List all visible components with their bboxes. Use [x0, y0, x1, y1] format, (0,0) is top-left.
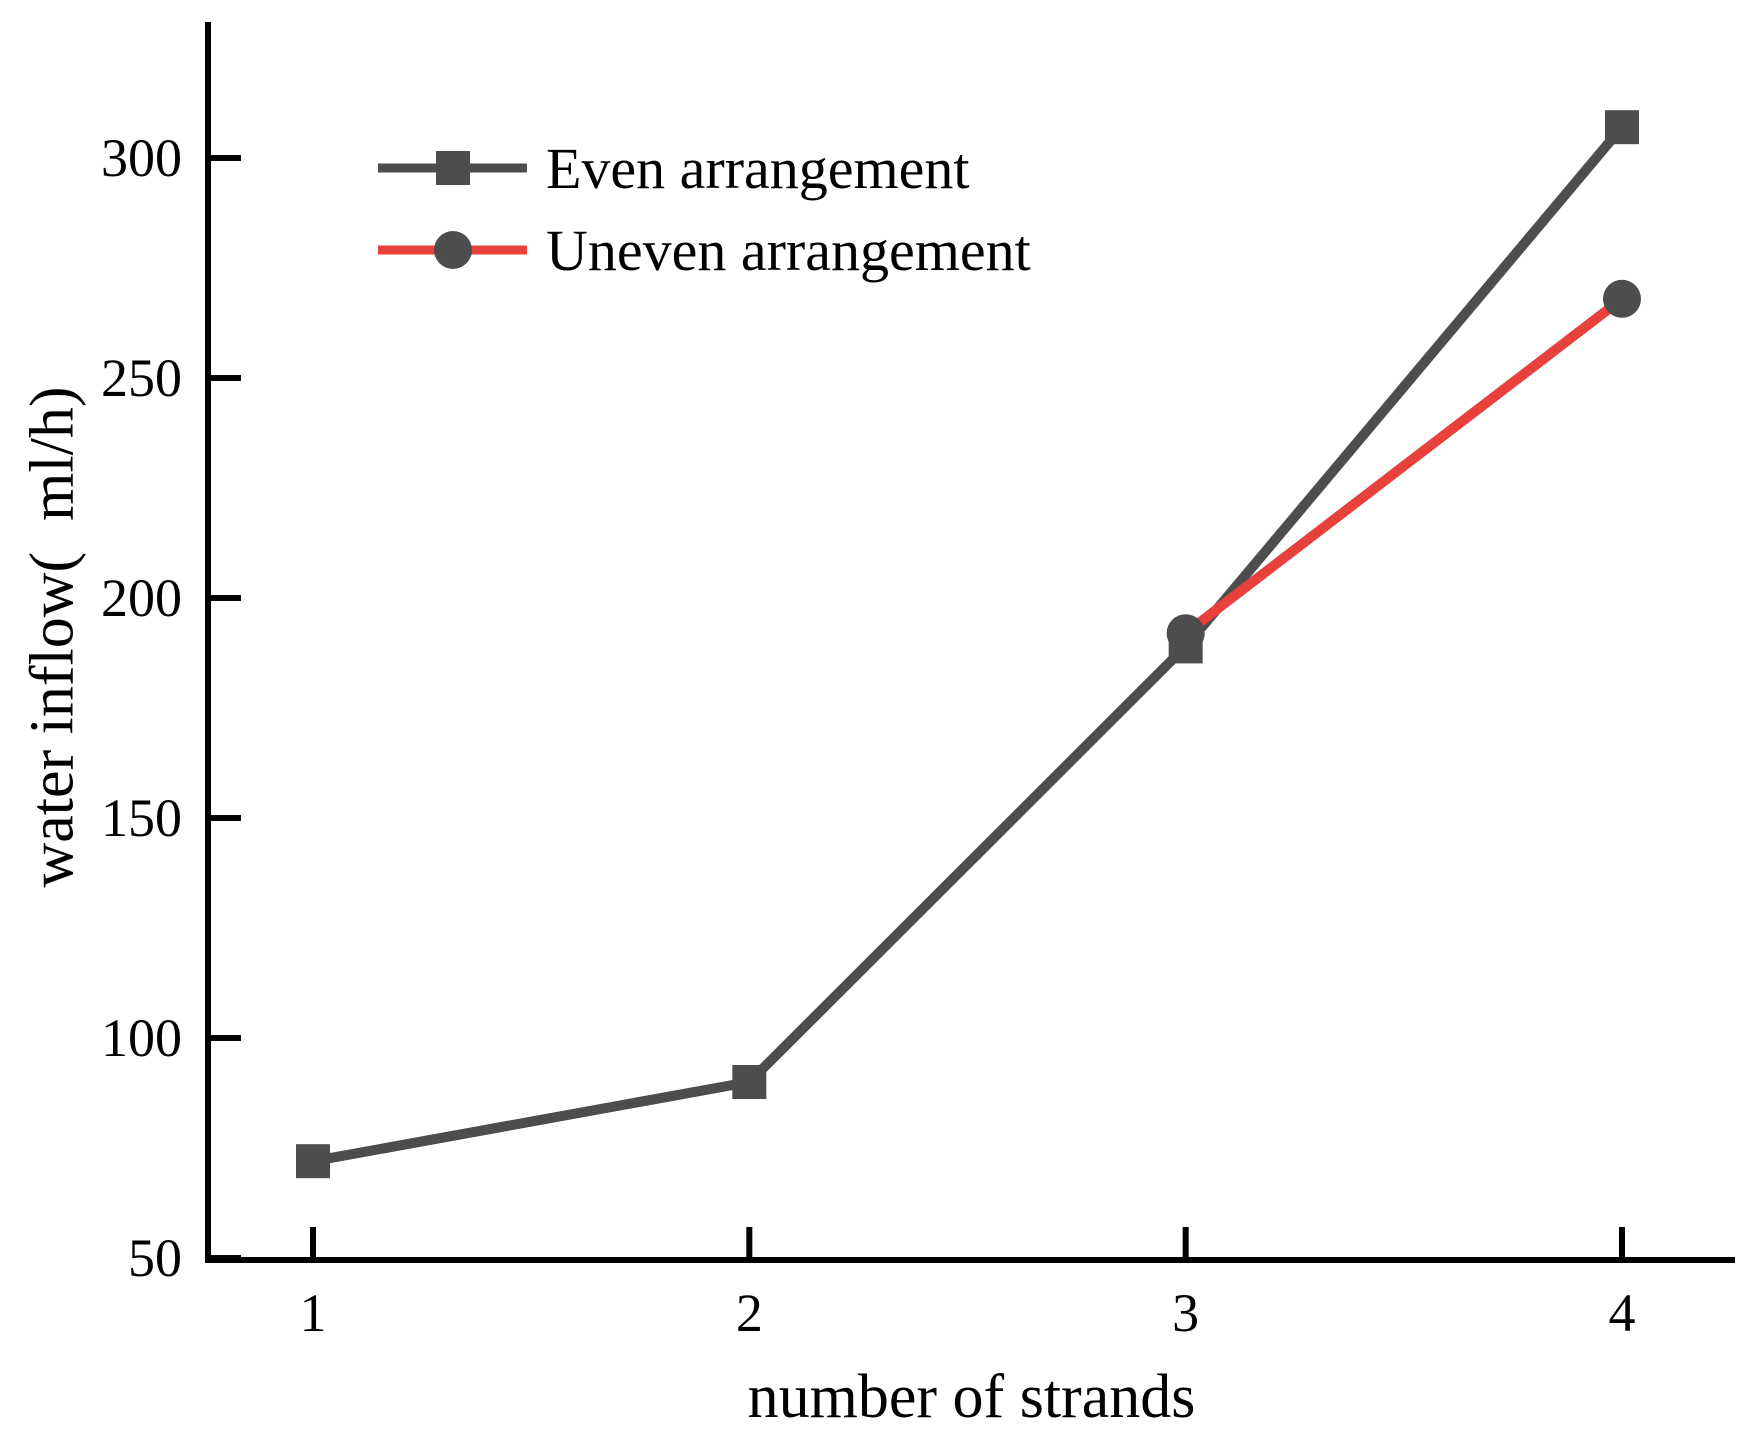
data-point-circle-marker: [1602, 279, 1641, 318]
even-series-line-square-icon: [378, 151, 527, 185]
legend-label-even: Even arrangement: [546, 135, 970, 201]
series-line-even: [312, 123, 1626, 1167]
legend-item-uneven: Uneven arrangement: [375, 209, 1031, 291]
legend: Even arrangement Uneven arrangement: [375, 127, 1031, 291]
x-tick-label: 3: [1172, 1283, 1200, 1343]
legend-item-even: Even arrangement: [375, 127, 1031, 209]
y-axis-title: water inflow( ml/h): [18, 386, 87, 888]
data-point-circle-marker: [1166, 614, 1205, 653]
x-tick-label: 4: [1608, 1283, 1636, 1343]
data-point-square-marker: [732, 1065, 767, 1099]
y-tick-label: 250: [101, 348, 182, 408]
y-tick-label: 50: [128, 1228, 182, 1288]
legend-label-uneven: Uneven arrangement: [546, 217, 1031, 283]
uneven-series-line-circle-icon: [378, 231, 527, 269]
data-point-square-marker: [1604, 110, 1639, 145]
y-tick-label: 150: [101, 788, 182, 848]
y-tick-label: 200: [101, 568, 182, 628]
x-axis-title: number of strands: [747, 1363, 1196, 1431]
y-tick-label: 300: [101, 128, 182, 188]
data-point-square-marker: [296, 1144, 330, 1179]
x-tick-label: 2: [735, 1283, 763, 1343]
series-line-uneven: [1182, 294, 1626, 638]
y-tick-label: 100: [101, 1008, 182, 1068]
x-tick-label: 1: [299, 1283, 327, 1343]
